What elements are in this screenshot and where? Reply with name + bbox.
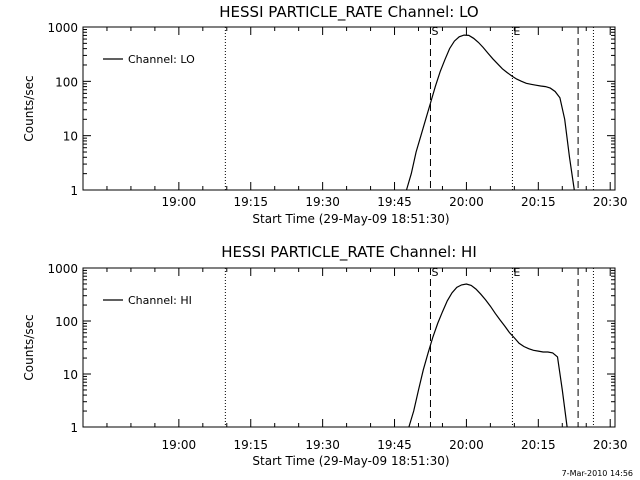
y-tick-label: 1 bbox=[70, 421, 78, 435]
legend-label: Channel: LO bbox=[128, 53, 195, 66]
x-tick-label: 20:15 bbox=[521, 195, 556, 209]
x-tick-label: 19:30 bbox=[305, 438, 340, 452]
chart-title: HESSI PARTICLE_RATE Channel: LO bbox=[219, 3, 478, 22]
series-line-channel-hi bbox=[408, 283, 568, 428]
y-tick-label: 10 bbox=[63, 368, 78, 382]
x-tick-label: 20:15 bbox=[521, 438, 556, 452]
interval-marker-e: E bbox=[513, 25, 520, 38]
x-tick-label: 20:00 bbox=[449, 438, 484, 452]
interval-marker-s: S bbox=[431, 266, 438, 279]
y-tick-label: 1000 bbox=[47, 262, 78, 276]
x-tick-label: 19:45 bbox=[377, 438, 412, 452]
y-tick-label: 1 bbox=[70, 184, 78, 198]
y-tick-label: 100 bbox=[55, 75, 78, 89]
x-tick-label: 19:15 bbox=[233, 438, 268, 452]
series-line-channel-lo bbox=[405, 34, 575, 191]
chart-panel-lo: HESSI PARTICLE_RATE Channel: LO 19:00 19:1… bbox=[22, 3, 628, 226]
x-tick-label: 19:30 bbox=[305, 195, 340, 209]
chart-title: HESSI PARTICLE_RATE Channel: HI bbox=[221, 243, 477, 262]
x-tick-label: 20:30 bbox=[593, 438, 628, 452]
y-tick-label: 10 bbox=[63, 130, 78, 144]
y-axis-label: Counts/sec bbox=[22, 314, 36, 380]
chart-panel-hi: HESSI PARTICLE_RATE Channel: HI 19:00 19:1… bbox=[22, 243, 628, 468]
x-axis-label: Start Time (29-May-09 18:51:30) bbox=[252, 454, 449, 468]
x-tick-label: 19:15 bbox=[233, 195, 268, 209]
x-tick-label: 19:00 bbox=[162, 195, 197, 209]
y-axis-label: Counts/sec bbox=[22, 75, 36, 141]
plot-frame bbox=[82, 26, 616, 191]
y-tick-label: 100 bbox=[55, 315, 78, 329]
interval-marker-s: S bbox=[431, 25, 438, 38]
x-tick-label: 19:45 bbox=[377, 195, 412, 209]
x-tick-label: 19:00 bbox=[162, 438, 197, 452]
x-tick-label: 20:00 bbox=[449, 195, 484, 209]
x-tick-label: 20:30 bbox=[593, 195, 628, 209]
y-tick-label: 1000 bbox=[47, 21, 78, 35]
legend-label: Channel: HI bbox=[128, 294, 192, 307]
x-axis-label: Start Time (29-May-09 18:51:30) bbox=[252, 212, 449, 226]
plot-frame bbox=[82, 267, 616, 428]
interval-marker-e: E bbox=[513, 266, 520, 279]
print-timestamp: 7-Mar-2010 14:56 bbox=[562, 469, 633, 478]
